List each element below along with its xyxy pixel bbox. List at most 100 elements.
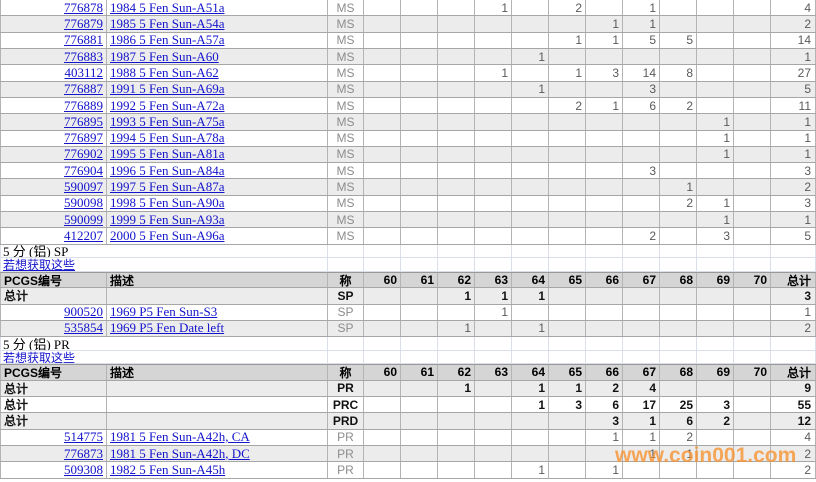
description-cell: 1993 5 Fen Sun-A75a [107,114,328,130]
gap-cell [771,350,816,364]
col-header-60: 60 [364,365,401,380]
col-header-68: 68 [660,365,697,380]
pcgs-number-link[interactable]: 776881 [64,32,103,48]
pop-cell-63 [475,429,512,445]
total-cell: 9 [771,380,816,396]
coin-description-link[interactable]: 1981 5 Fen Sun-A42h, CA [110,429,250,445]
pop-cell-64 [512,16,549,32]
pop-cell-70 [734,320,771,337]
description-cell: 1996 5 Fen Sun-A84a [107,163,328,179]
total-cell: 11 [771,97,816,114]
acquire-link[interactable]: 若想获取这些 [3,350,76,364]
pcgs-number-cell: 776883 [0,48,107,65]
col-header-description: 描述 [107,365,328,380]
gap-cell [734,337,771,350]
col-header-pcgs-id: PCGS编号 [0,365,107,380]
coin-description-link[interactable]: 1996 5 Fen Sun-A84a [110,163,225,178]
pcgs-number-link[interactable]: 776878 [64,0,103,15]
pcgs-number-link[interactable]: 776897 [64,130,103,146]
gap-cell [549,244,586,258]
totals-row: 总计 SP 1 1 1 3 [0,288,816,305]
col-header-70: 70 [734,365,771,380]
pop-cell-67: 1 [623,0,660,16]
pop-cell-65 [549,413,586,429]
coin-description-link[interactable]: 1997 5 Fen Sun-A87a [110,179,225,195]
pop-cell-61 [401,65,438,81]
coin-description-link[interactable]: 1998 5 Fen Sun-A90a [110,195,225,211]
pop-cell-67 [623,48,660,65]
pop-cell-67: 1 [623,16,660,32]
coin-description-link[interactable]: 1995 5 Fen Sun-A81a [110,146,225,162]
coin-description-link[interactable]: 1969 P5 Fen Date left [110,320,225,336]
coin-description-link[interactable]: 1984 5 Fen Sun-A51a [110,0,225,15]
coin-description-link[interactable]: 1985 5 Fen Sun-A54a [110,16,225,31]
pop-cell-67 [623,114,660,130]
pop-cell-68 [660,163,697,179]
coin-description-link[interactable]: 1992 5 Fen Sun-A72a [110,97,225,113]
description-cell: 1994 5 Fen Sun-A78a [107,130,328,146]
total-cell: 5 [771,81,816,97]
description-cell [107,288,328,304]
coin-description-link[interactable]: 1991 5 Fen Sun-A69a [110,81,225,97]
section-link-row: 若想获取这些 [0,350,816,365]
pop-cell-65 [549,320,586,337]
pop-cell-65 [549,179,586,195]
gap-cell [623,350,660,364]
pop-cell-66: 1 [586,462,623,478]
coin-description-link[interactable]: 1994 5 Fen Sun-A78a [110,130,225,146]
pcgs-number-link[interactable]: 776889 [64,97,103,113]
pop-cell-60 [364,130,401,146]
pcgs-number-link[interactable]: 776879 [64,16,103,31]
pcgs-number-cell: 776873 [0,445,107,462]
pop-cell-69 [697,304,734,320]
pop-cell-69: 3 [697,396,734,413]
totals-row: 总计 PRC 1 3 6 17 25 3 55 [0,396,816,414]
pcgs-number-link[interactable]: 514775 [64,429,103,445]
pop-cell-70 [734,0,771,16]
coin-description-link[interactable]: 1969 P5 Fen Sun-S3 [110,304,218,320]
pcgs-number-link[interactable]: 776873 [64,445,103,461]
col-header-63: 63 [475,272,512,288]
pop-cell-63: 1 [475,65,512,81]
pcgs-number-link[interactable]: 509308 [64,462,103,477]
pcgs-number-link[interactable]: 776883 [64,48,103,64]
pcgs-number-cell: 776887 [0,81,107,97]
col-header-70: 70 [734,272,771,288]
coin-description-link[interactable]: 1987 5 Fen Sun-A60 [110,48,219,64]
coin-description-link[interactable]: 1981 5 Fen Sun-A42h, DC [110,445,250,461]
coin-description-link[interactable]: 2000 5 Fen Sun-A96a [110,228,225,244]
coin-description-link[interactable]: 1986 5 Fen Sun-A57a [110,32,225,48]
pop-cell-60 [364,32,401,48]
pop-cell-68 [660,130,697,146]
grade-cell: MS [328,195,364,212]
col-header-69: 69 [697,365,734,380]
pcgs-number-link[interactable]: 776887 [64,81,103,97]
coin-description-link[interactable]: 1988 5 Fen Sun-A62 [110,65,219,80]
pcgs-number-link[interactable]: 590099 [64,212,103,227]
coin-description-link[interactable]: 1982 5 Fen Sun-A45h [110,462,226,477]
pcgs-number-link[interactable]: 403112 [64,65,103,80]
coin-description-link[interactable]: 1999 5 Fen Sun-A93a [110,212,225,227]
pcgs-number-link[interactable]: 900520 [64,304,103,320]
pop-cell-69 [697,48,734,65]
pop-cell-60 [364,445,401,462]
pcgs-number-link[interactable]: 412207 [64,228,103,244]
pcgs-number-link[interactable]: 776895 [64,114,103,129]
pcgs-number-link[interactable]: 590098 [64,195,103,211]
pcgs-number-link[interactable]: 776902 [64,146,103,162]
pop-cell-68 [660,304,697,320]
pop-cell-64 [512,429,549,445]
pcgs-number-cell: 900520 [0,304,107,320]
pop-cell-60 [364,320,401,337]
pcgs-number-link[interactable]: 776904 [64,163,103,178]
coin-description-link[interactable]: 1993 5 Fen Sun-A75a [110,114,225,129]
acquire-link[interactable]: 若想获取这些 [3,258,76,271]
pop-cell-70 [734,288,771,304]
grade-cell: MS [328,146,364,163]
pop-cell-64: 1 [512,288,549,304]
total-cell: 1 [771,212,816,228]
pcgs-number-link[interactable]: 535854 [64,320,103,336]
pcgs-number-cell: 776889 [0,97,107,114]
pcgs-number-link[interactable]: 590097 [64,179,103,195]
grade-cell: MS [328,32,364,48]
